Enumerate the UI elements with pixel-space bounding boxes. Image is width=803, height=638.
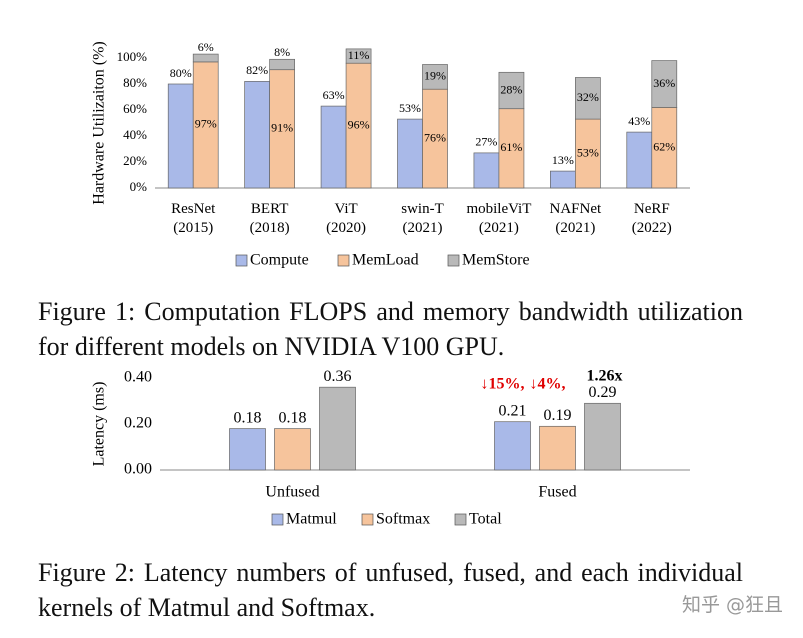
bar	[539, 425, 576, 471]
legend-label: Softmax	[376, 511, 430, 528]
y-tick-label: 100%	[117, 49, 148, 64]
bar	[244, 81, 270, 189]
data-label: 0.18	[279, 409, 307, 426]
bar	[192, 53, 219, 63]
bar	[550, 170, 576, 189]
bar	[651, 107, 678, 189]
x-tick-label: swin-T (2021)	[401, 201, 444, 236]
data-label: 0.18	[234, 409, 262, 426]
data-label: 43%	[628, 114, 650, 128]
data-label: 61%	[500, 140, 522, 154]
y-tick-label: 80%	[123, 75, 147, 90]
data-label: 80%	[170, 66, 192, 80]
bar	[584, 402, 621, 471]
x-tick-label: NAFNet (2021)	[550, 201, 602, 236]
y-axis-title: Hardware Utilizaiton (%)	[91, 41, 108, 204]
bar	[473, 152, 500, 189]
bar	[575, 77, 601, 120]
data-label: 32%	[577, 90, 599, 104]
caption: Figure 1: Computation FLOPS and memory b…	[38, 297, 743, 361]
data-label: 6%	[198, 40, 214, 54]
annotation: 1.26x	[587, 368, 623, 385]
bar	[651, 60, 678, 108]
watermark: 知乎 @狂且	[681, 594, 783, 616]
legend-swatch	[235, 254, 248, 267]
bar	[167, 83, 194, 189]
x-tick-label: Unfused	[265, 484, 319, 501]
x-tick-label: Fused	[538, 484, 576, 501]
data-label: 36%	[653, 76, 675, 90]
bar	[422, 88, 448, 189]
legend-swatch	[271, 513, 284, 526]
data-label: 53%	[399, 101, 421, 115]
data-label: 76%	[424, 130, 446, 144]
data-label: 0.21	[499, 402, 527, 419]
x-tick-label: mobileViT (2021)	[466, 201, 531, 236]
bar	[494, 421, 531, 471]
bar	[626, 131, 653, 189]
y-tick-label: 0.40	[124, 369, 152, 386]
bar	[422, 64, 448, 90]
x-tick-label: ResNet (2015)	[171, 201, 216, 236]
caption: Figure 2: Latency numbers of unfused, fu…	[38, 558, 743, 622]
data-label: 63%	[323, 88, 345, 102]
y-tick-label: 0.00	[124, 461, 152, 478]
data-label: 0.29	[589, 384, 617, 401]
data-label: 11%	[348, 48, 370, 62]
data-label: 62%	[653, 139, 675, 153]
x-tick-label: NeRF (2022)	[632, 201, 672, 236]
data-label: 96%	[348, 117, 370, 131]
y-axis-title: Latency (ms)	[91, 382, 108, 467]
data-label: 8%	[274, 45, 290, 59]
bar	[192, 61, 219, 189]
x-tick-label: ViT (2020)	[326, 201, 366, 236]
legend-swatch	[337, 254, 350, 267]
data-label: 82%	[246, 63, 268, 77]
data-label: 97%	[195, 117, 217, 131]
bar	[319, 386, 356, 471]
data-label: 19%	[424, 69, 446, 83]
legend-swatch	[454, 513, 467, 526]
bar	[269, 69, 295, 189]
legend-label: MemLoad	[352, 252, 419, 269]
y-tick-label: 20%	[123, 153, 147, 168]
y-tick-label: 0.20	[124, 415, 152, 432]
y-tick-label: 60%	[123, 101, 147, 116]
bar	[320, 105, 347, 189]
y-tick-label: 0%	[130, 179, 148, 194]
x-tick-label: BERT (2018)	[250, 201, 290, 236]
data-label: 53%	[577, 145, 599, 159]
data-label: 0.36	[324, 368, 352, 385]
bar	[498, 71, 525, 110]
legend-label: Total	[469, 511, 502, 528]
legend-label: Compute	[250, 252, 309, 269]
legend-swatch	[361, 513, 374, 526]
legend-label: MemStore	[462, 252, 530, 269]
y-tick-label: 40%	[123, 127, 147, 142]
data-label: 0.19	[544, 407, 572, 424]
legend-swatch	[447, 254, 460, 267]
bar	[575, 118, 601, 189]
bar	[274, 428, 311, 471]
bar	[229, 428, 266, 471]
data-label: 28%	[500, 82, 522, 96]
legend-label: Matmul	[286, 511, 337, 528]
data-label: 27%	[475, 135, 497, 149]
annotation: ↓4%,	[530, 376, 566, 393]
annotation: ↓15%,	[481, 376, 525, 393]
bar	[345, 48, 372, 64]
bar	[345, 62, 372, 189]
data-label: 13%	[552, 153, 574, 167]
data-label: 91%	[271, 121, 293, 135]
bar	[397, 118, 423, 189]
bar	[269, 58, 295, 71]
